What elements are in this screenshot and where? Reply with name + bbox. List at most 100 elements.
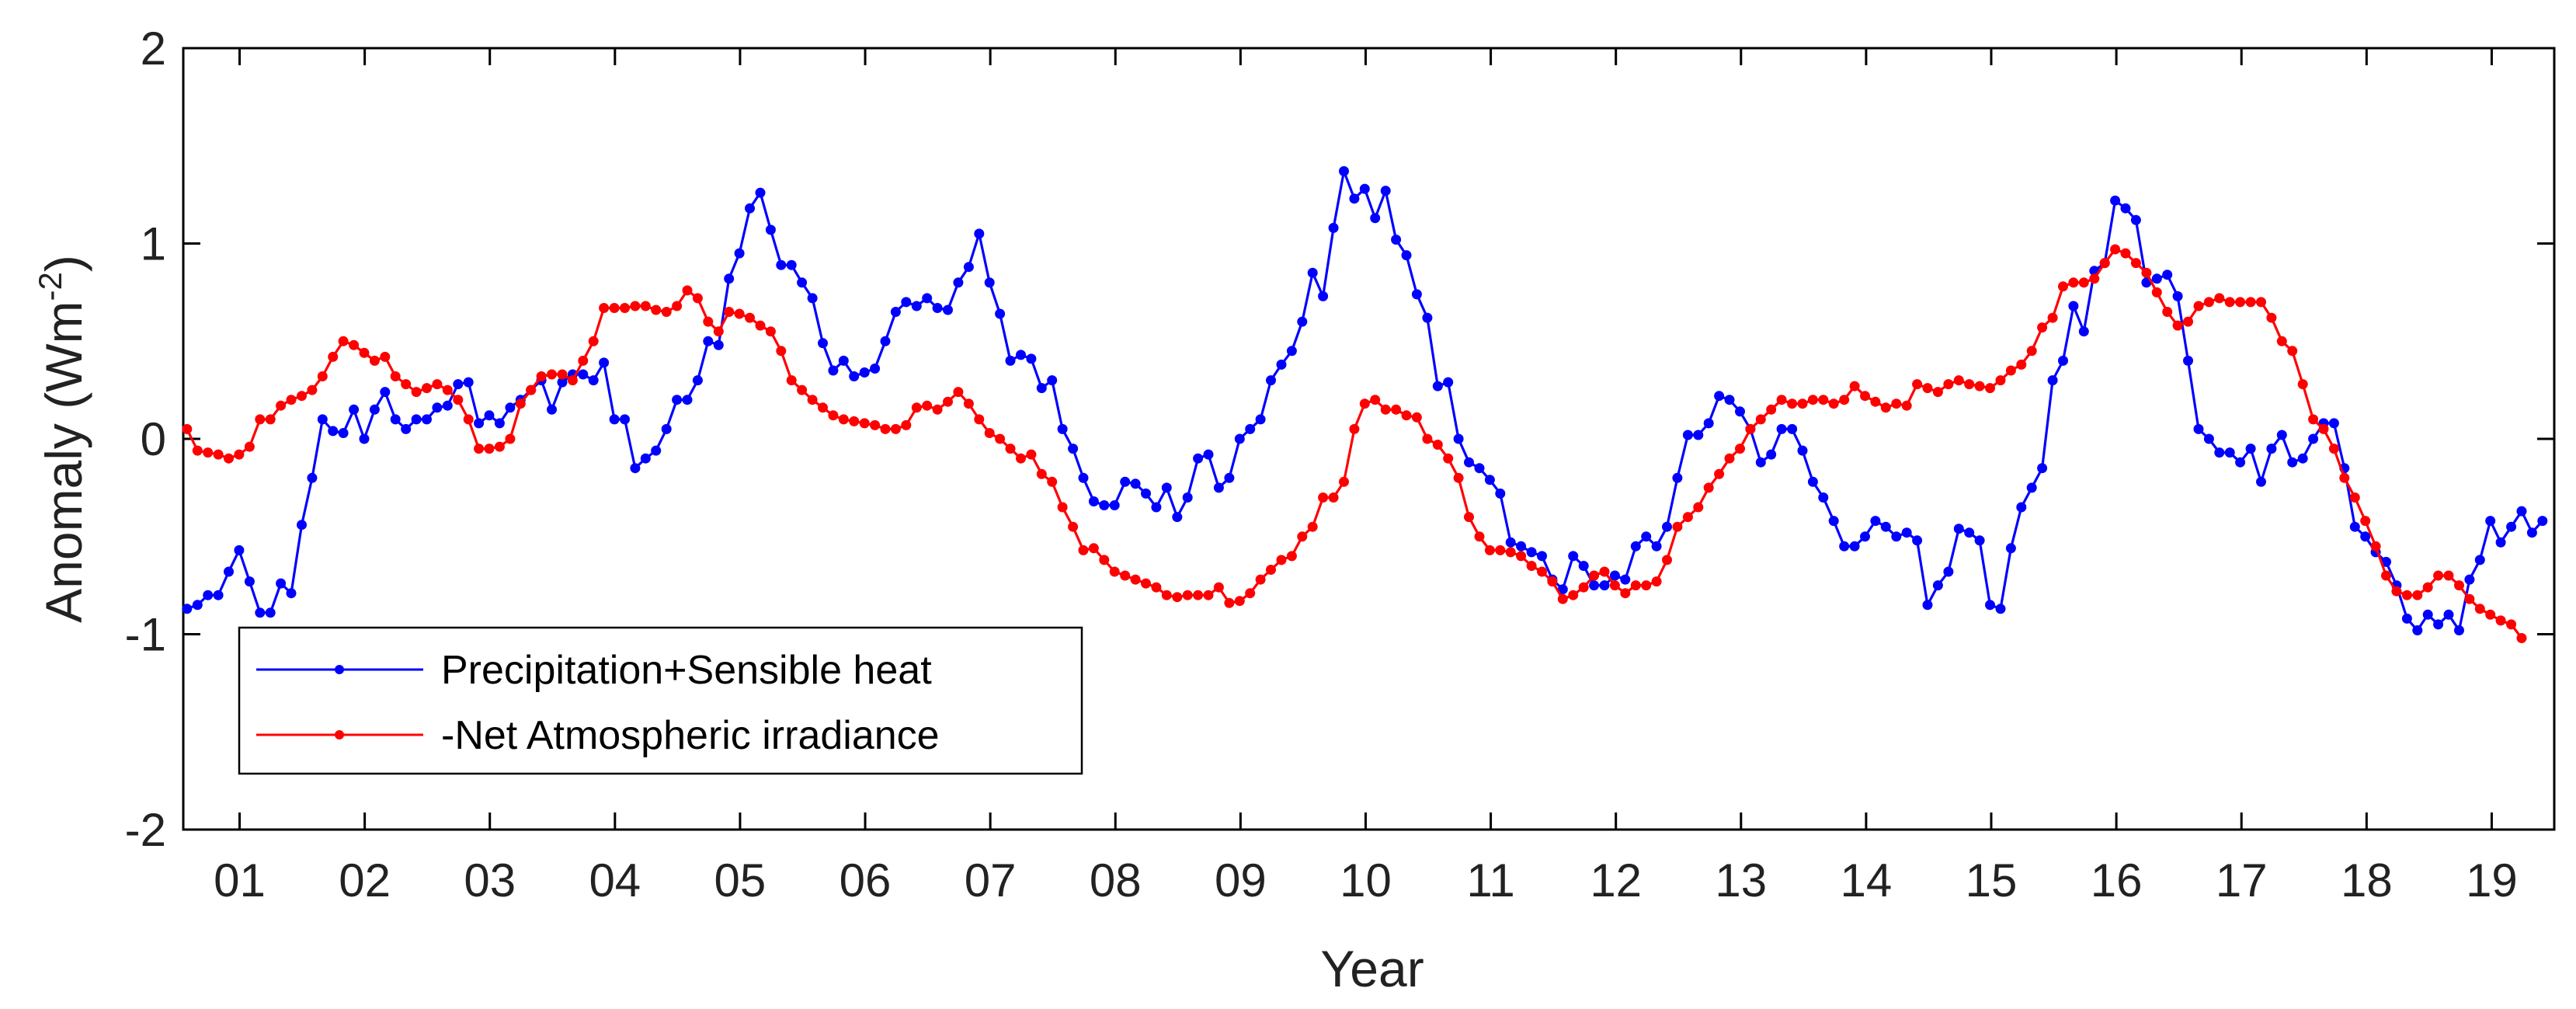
data-point xyxy=(1578,561,1589,571)
x-tick-label: 16 xyxy=(2091,854,2143,906)
data-point xyxy=(2068,301,2079,311)
data-point xyxy=(692,375,703,386)
data-point xyxy=(1870,516,1881,527)
data-point xyxy=(1735,444,1745,454)
legend-marker-irradiance xyxy=(335,730,344,739)
data-point xyxy=(317,414,328,425)
data-point xyxy=(224,453,234,464)
data-point xyxy=(2047,312,2058,323)
data-point xyxy=(328,351,339,362)
data-point xyxy=(1297,531,1308,542)
data-point xyxy=(1609,580,1620,591)
data-point xyxy=(1714,468,1725,479)
data-point xyxy=(1724,453,1735,464)
data-point xyxy=(1860,531,1870,542)
data-point xyxy=(265,414,276,425)
data-point xyxy=(1974,535,1985,546)
data-point xyxy=(755,320,766,331)
data-point xyxy=(630,301,641,311)
data-point xyxy=(2464,593,2475,604)
data-point xyxy=(1662,521,1672,532)
data-point xyxy=(401,379,412,390)
x-tick-label: 05 xyxy=(714,854,767,906)
data-point xyxy=(1422,433,1433,444)
data-point xyxy=(2047,375,2058,386)
data-point xyxy=(974,228,985,239)
data-point xyxy=(1370,213,1381,224)
data-point xyxy=(1141,578,1151,589)
data-point xyxy=(276,400,287,411)
data-point xyxy=(1557,593,1568,604)
data-point xyxy=(1787,423,1798,434)
data-point xyxy=(1505,547,1516,558)
data-point xyxy=(1474,531,1485,542)
data-point xyxy=(1464,457,1474,468)
data-point xyxy=(1380,404,1391,415)
data-point xyxy=(255,607,266,618)
data-point xyxy=(765,224,776,235)
data-point xyxy=(1047,375,1058,386)
data-point xyxy=(620,303,630,313)
data-point xyxy=(1130,478,1141,489)
data-point xyxy=(2433,570,2444,581)
y-tick-label: 2 xyxy=(141,23,166,75)
data-point xyxy=(547,404,557,415)
data-point xyxy=(911,402,922,413)
data-point xyxy=(1526,547,1537,558)
data-point xyxy=(2349,492,2360,503)
data-point xyxy=(859,367,870,378)
data-point xyxy=(411,414,422,425)
data-point xyxy=(182,604,193,614)
data-point xyxy=(1516,541,1527,551)
data-point xyxy=(2443,570,2454,581)
data-point xyxy=(724,273,735,284)
data-point xyxy=(2256,297,2266,308)
data-point xyxy=(807,293,818,304)
data-point xyxy=(776,346,787,357)
legend-label-irradiance: -Net Atmospheric irradiance xyxy=(441,713,940,758)
data-point xyxy=(349,339,360,350)
data-point xyxy=(1797,445,1808,456)
data-point xyxy=(734,248,745,259)
data-point xyxy=(2381,556,2391,567)
data-point xyxy=(369,404,380,415)
data-point xyxy=(547,369,557,380)
data-point xyxy=(2537,516,2548,527)
data-point xyxy=(557,377,568,388)
data-point xyxy=(1057,423,1068,434)
data-point xyxy=(2412,625,2423,635)
data-point xyxy=(838,355,849,366)
y-tick-label: 0 xyxy=(141,413,166,465)
data-point xyxy=(1943,566,1954,577)
data-point xyxy=(2474,555,2485,565)
data-point xyxy=(432,379,443,390)
data-point xyxy=(1505,537,1516,548)
data-point xyxy=(297,391,307,402)
data-point xyxy=(1016,350,1026,360)
data-point xyxy=(1797,398,1808,409)
data-point xyxy=(2287,346,2298,357)
data-point xyxy=(1224,597,1235,608)
data-point xyxy=(2078,277,2089,288)
data-point xyxy=(1651,576,1662,587)
data-point xyxy=(1787,398,1798,409)
data-point xyxy=(380,387,391,398)
data-point xyxy=(818,338,828,349)
data-point xyxy=(1151,502,1162,513)
axis-ticks xyxy=(183,47,2554,831)
data-point xyxy=(1026,353,1037,364)
data-point xyxy=(2339,472,2350,483)
data-point xyxy=(1172,512,1183,523)
data-point xyxy=(890,423,901,434)
data-point xyxy=(2110,244,2121,255)
data-point xyxy=(1766,449,1777,460)
data-point xyxy=(515,398,526,409)
x-tick-label: 04 xyxy=(589,854,641,906)
data-point xyxy=(2276,336,2287,346)
data-point xyxy=(1578,582,1589,593)
data-point xyxy=(1964,527,1975,538)
data-point xyxy=(901,419,912,430)
data-point xyxy=(1411,289,1422,300)
data-point xyxy=(1589,570,1600,581)
data-point xyxy=(2026,346,2037,357)
